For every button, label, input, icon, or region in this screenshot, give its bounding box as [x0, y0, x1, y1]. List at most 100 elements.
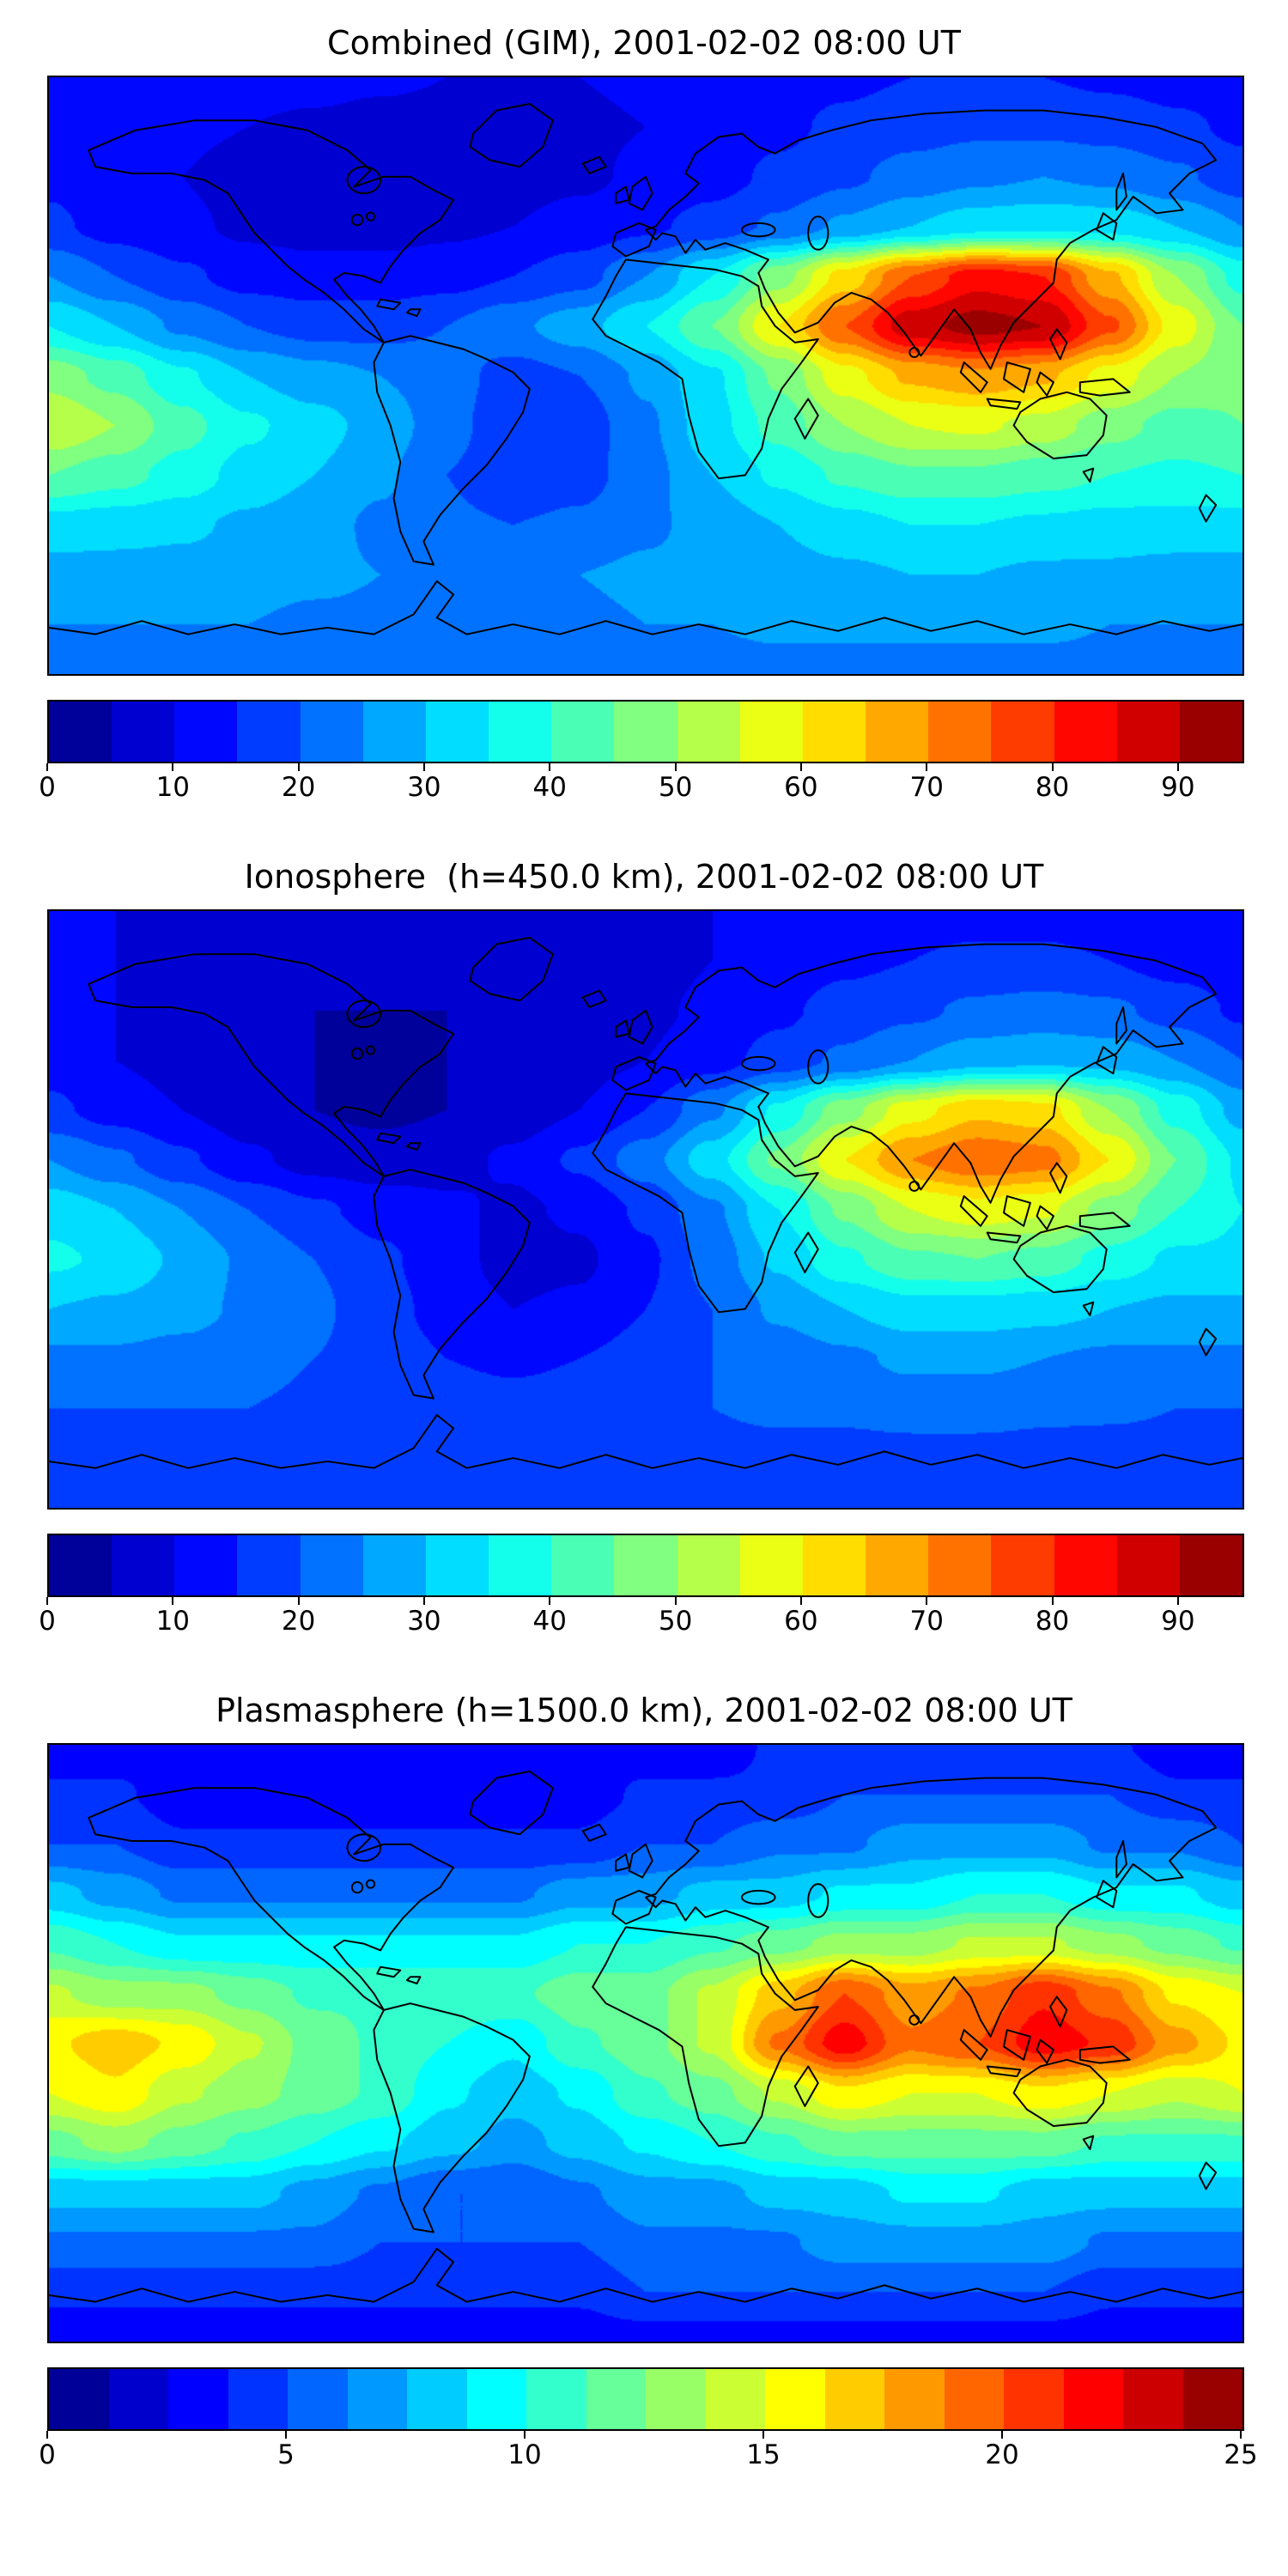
tec-heatmap-canvas: [49, 911, 1242, 1508]
colorbar-segment: [489, 702, 552, 762]
colorbar-tick-label: 40: [532, 772, 567, 803]
colorbar-tick-mark: [1176, 1597, 1179, 1605]
colorbar-segment: [991, 702, 1054, 762]
colorbar-segment: [551, 1535, 615, 1595]
colorbar-segment: [1182, 2369, 1242, 2429]
colorbar-tick-label: 60: [784, 1606, 818, 1637]
colorbar: [47, 700, 1244, 763]
colorbar-segment: [1116, 1535, 1180, 1595]
colorbar-tick-label: 0: [39, 772, 56, 803]
colorbar-tick-label: 60: [784, 772, 818, 803]
colorbar-tick-label: 20: [985, 2439, 1019, 2470]
colorbar-segment: [362, 702, 426, 762]
colorbar-tick-mark: [297, 1597, 300, 1605]
colorbar-segment: [1054, 702, 1117, 762]
colorbar-ticks: 0 10 20 30 40 50 60 70 80 90: [39, 1597, 1241, 1642]
colorbar-segment: [677, 702, 740, 762]
colorbar-segment: [49, 2369, 109, 2429]
colorbar-tick-mark: [422, 1597, 425, 1605]
colorbar-tick-mark: [172, 1597, 174, 1605]
colorbar-ticks: 0 10 20 30 40 50 60 70 80 90: [39, 763, 1241, 808]
tec-heatmap-canvas: [49, 1745, 1242, 2342]
colorbar-segment: [991, 1535, 1054, 1595]
colorbar-segment: [866, 1535, 929, 1595]
colorbar-segment: [425, 1535, 489, 1595]
colorbar-segment: [765, 2369, 825, 2429]
colorbar-tick-mark: [46, 763, 48, 771]
colorbar-tick-mark: [297, 763, 300, 771]
colorbar-segment: [108, 2369, 168, 2429]
colorbar-tick-label: 10: [507, 2439, 542, 2470]
colorbar-segment: [407, 2369, 467, 2429]
map-plot-combined: [47, 76, 1244, 676]
colorbar-tick-mark: [549, 763, 551, 771]
colorbar-tick-label: 30: [407, 1606, 441, 1637]
colorbar-tick-label: 25: [1224, 2439, 1258, 2470]
colorbar-segment: [1123, 2369, 1183, 2429]
colorbar-tick-label: 10: [155, 1606, 191, 1637]
colorbar-tick-label: 40: [532, 1606, 567, 1637]
colorbar-tick-label: 10: [155, 772, 191, 803]
colorbar-segment: [1179, 702, 1242, 762]
colorbar-segment: [739, 702, 803, 762]
colorbar-segment: [228, 2369, 288, 2429]
colorbar-tick-mark: [1001, 2431, 1003, 2439]
colorbar-segment: [944, 2369, 1004, 2429]
colorbar-ticks: 0 5 10 15 20 25: [39, 2431, 1258, 2476]
colorbar-tick-label: 70: [909, 1606, 944, 1637]
colorbar-tick-mark: [1051, 1597, 1054, 1605]
colorbar-segment: [489, 1535, 552, 1595]
panel-title: Ionosphere (h=450.0 km), 2001-02-02 08:0…: [244, 858, 1044, 896]
panel-title: Plasmasphere (h=1500.0 km), 2001-02-02 0…: [216, 1692, 1072, 1729]
colorbar-segment: [802, 1535, 866, 1595]
colorbar-segment: [614, 702, 677, 762]
colorbar-tick-mark: [46, 1597, 48, 1605]
colorbar-tick-mark: [1176, 763, 1179, 771]
colorbar-segment: [1179, 1535, 1242, 1595]
colorbar-tick-label: 80: [1035, 772, 1070, 803]
colorbar-segment: [425, 702, 489, 762]
colorbar-segment: [112, 702, 175, 762]
colorbar-tick-mark: [799, 763, 802, 771]
colorbar-segment: [928, 1535, 992, 1595]
colorbar-segment: [237, 702, 301, 762]
colorbar-tick-mark: [926, 1597, 928, 1605]
colorbar-tick-label: 0: [39, 2439, 56, 2470]
colorbar-tick-label: 70: [909, 772, 944, 803]
colorbar-tick-label: 5: [277, 2439, 295, 2470]
colorbar: [47, 1534, 1244, 1597]
colorbar: [47, 2367, 1244, 2431]
colorbar-segment: [1063, 2369, 1123, 2429]
colorbar-segment: [551, 702, 615, 762]
panel-ionosphere: Ionosphere (h=450.0 km), 2001-02-02 08:0…: [39, 858, 1244, 1642]
colorbar-segment: [347, 2369, 407, 2429]
colorbar-tick-label: 0: [39, 1606, 56, 1637]
colorbar-tick-label: 50: [658, 772, 693, 803]
colorbar-tick-mark: [926, 763, 928, 771]
colorbar-tick-label: 20: [281, 1606, 316, 1637]
colorbar-segment: [614, 1535, 677, 1595]
colorbar-segment: [288, 2369, 348, 2429]
colorbar-segment: [49, 1535, 112, 1595]
colorbar-segment: [526, 2369, 586, 2429]
colorbar-segment: [1004, 2369, 1064, 2429]
colorbar-segment: [362, 1535, 426, 1595]
colorbar-tick-mark: [422, 763, 425, 771]
colorbar-segment: [112, 1535, 175, 1595]
map-plot-ionosphere: [47, 909, 1244, 1510]
colorbar-segment: [824, 2369, 884, 2429]
map-plot-plasmasphere: [47, 1743, 1244, 2343]
colorbar-segment: [174, 702, 238, 762]
colorbar-segment: [884, 2369, 945, 2429]
colorbar-tick-mark: [799, 1597, 802, 1605]
colorbar-tick-mark: [1051, 763, 1054, 771]
colorbar-segment: [300, 702, 363, 762]
colorbar-tick-mark: [674, 763, 677, 771]
colorbar-segment: [1116, 702, 1180, 762]
colorbar-segment: [866, 702, 929, 762]
colorbar-tick-mark: [46, 2431, 48, 2439]
colorbar-tick-label: 20: [281, 772, 316, 803]
colorbar-segment: [739, 1535, 803, 1595]
colorbar-tick-mark: [1240, 2431, 1242, 2439]
colorbar-tick-mark: [285, 2431, 287, 2439]
